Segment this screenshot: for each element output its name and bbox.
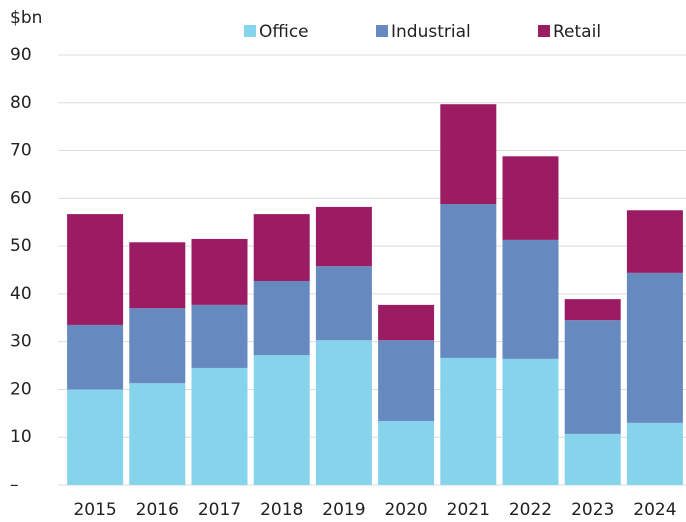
x-tick-label: 2015	[73, 500, 116, 520]
y-tick-label: 10	[10, 427, 32, 447]
bar-segment	[253, 280, 310, 356]
y-tick-label: 50	[10, 236, 32, 256]
x-tick-label: 2023	[571, 500, 614, 520]
y-tick-label: 90	[10, 45, 32, 65]
y-tick-label: 60	[10, 188, 32, 208]
bar-segment	[502, 358, 559, 485]
bar-segment	[440, 104, 497, 205]
bar-segment	[129, 242, 186, 309]
bar-segment	[315, 206, 372, 267]
bar-segment	[502, 239, 559, 359]
y-tick-label: 70	[10, 141, 32, 161]
bar-segment	[626, 210, 683, 273]
bar-segment	[253, 355, 310, 485]
bar-segment	[440, 204, 497, 358]
y-tick-label: 80	[10, 93, 32, 113]
bar-segment	[564, 320, 621, 434]
legend-label: Retail	[553, 22, 601, 42]
bar-segment	[191, 238, 248, 305]
bar-segment	[315, 340, 372, 485]
bar-segment	[440, 357, 497, 485]
bar-segment	[315, 266, 372, 341]
bar-segment	[129, 383, 186, 485]
bar-segment	[253, 214, 310, 281]
y-tick-label: 20	[10, 379, 32, 399]
bar-segment	[67, 389, 124, 485]
y-axis-label: $bn	[10, 8, 42, 28]
bar-segment	[67, 324, 124, 390]
bar-segment	[191, 367, 248, 485]
bar-segment	[191, 304, 248, 368]
bar-segment	[564, 299, 621, 321]
bar-segment	[378, 340, 435, 421]
y-tick-label: –	[10, 475, 19, 495]
y-tick-label: 40	[10, 284, 32, 304]
x-tick-label: 2019	[322, 500, 365, 520]
x-tick-label: 2022	[509, 500, 552, 520]
legend-swatch	[244, 25, 256, 37]
x-tick-label: 2018	[260, 500, 303, 520]
x-tick-label: 2017	[198, 500, 241, 520]
bar-segment	[626, 272, 683, 423]
legend-swatch	[538, 25, 550, 37]
y-tick-label: 30	[10, 332, 32, 352]
bar-segment	[67, 214, 124, 325]
bar-segment	[564, 433, 621, 485]
legend-label: Industrial	[391, 22, 471, 42]
bar-segment	[626, 422, 683, 485]
legend-swatch	[376, 25, 388, 37]
x-tick-label: 2024	[633, 500, 676, 520]
x-tick-label: 2021	[447, 500, 490, 520]
bar-segment	[502, 156, 559, 240]
legend-label: Office	[259, 22, 309, 42]
x-tick-label: 2016	[136, 500, 179, 520]
bar-segment	[129, 308, 186, 384]
bar-segment	[378, 420, 435, 485]
x-tick-label: 2020	[384, 500, 427, 520]
bar-segment	[378, 304, 435, 341]
